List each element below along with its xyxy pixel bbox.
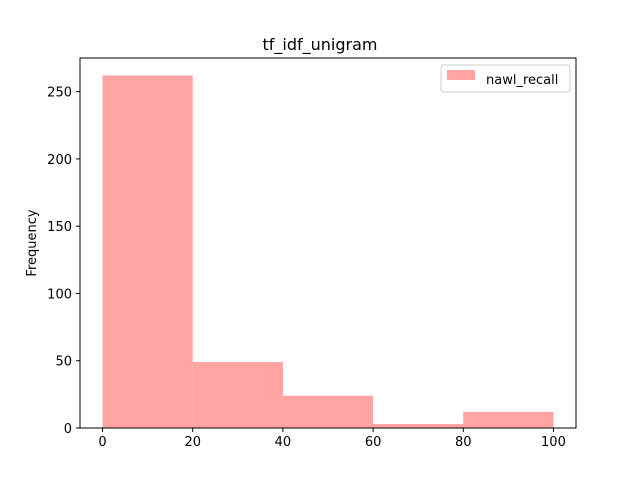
y-axis: 0 50 100 150 200 250: [47, 86, 80, 437]
x-axis: 0 20 40 60 80 100: [98, 428, 566, 450]
x-tick-label: 0: [98, 435, 106, 450]
chart-title: tf_idf_unigram: [263, 35, 378, 55]
y-tick-label: 150: [47, 220, 72, 235]
legend: nawl_recall: [440, 64, 571, 93]
y-tick-label: 50: [55, 355, 72, 370]
x-tick-label: 100: [541, 435, 566, 450]
y-tick-label: 0: [64, 422, 72, 437]
x-tick-label: 60: [365, 435, 382, 450]
x-tick-label: 40: [275, 435, 292, 450]
plot-frame: [79, 57, 577, 429]
bar-40-60: [282, 395, 374, 428]
bar-20-40: [192, 362, 283, 428]
y-axis-label: Frequency: [25, 209, 40, 276]
x-tick-label: 20: [184, 435, 201, 450]
bar-60-80: [373, 423, 464, 428]
x-tick-label: 80: [455, 435, 472, 450]
bar-0-20: [102, 75, 193, 428]
legend-swatch-nawl-recall: [447, 70, 475, 80]
y-tick-label: 200: [47, 153, 72, 168]
bar-80-100: [463, 411, 554, 428]
bars-group: [102, 75, 554, 428]
y-tick-label: 250: [47, 86, 72, 101]
legend-label-nawl-recall: nawl_recall: [486, 73, 558, 88]
y-tick-label: 100: [47, 287, 72, 302]
